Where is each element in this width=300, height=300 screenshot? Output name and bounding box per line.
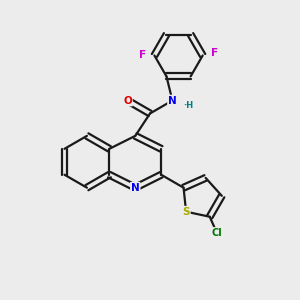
Text: O: O bbox=[123, 95, 132, 106]
Text: N: N bbox=[168, 95, 177, 106]
Text: F: F bbox=[211, 47, 218, 58]
Text: S: S bbox=[182, 207, 190, 217]
Text: ·H: ·H bbox=[183, 101, 193, 110]
Text: F: F bbox=[139, 50, 146, 61]
Text: Cl: Cl bbox=[212, 228, 222, 238]
Text: N: N bbox=[131, 183, 140, 193]
